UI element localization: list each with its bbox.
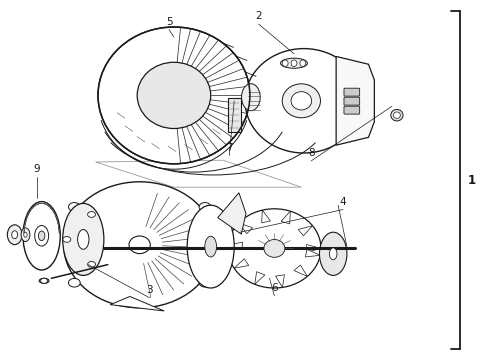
Ellipse shape <box>280 58 308 68</box>
Ellipse shape <box>129 236 150 253</box>
Text: 6: 6 <box>271 283 278 293</box>
Ellipse shape <box>391 109 403 121</box>
Ellipse shape <box>39 278 49 283</box>
FancyBboxPatch shape <box>344 106 360 114</box>
Polygon shape <box>294 265 307 276</box>
Ellipse shape <box>282 60 288 67</box>
Polygon shape <box>228 242 243 250</box>
Text: 2: 2 <box>255 11 262 21</box>
Text: 9: 9 <box>33 164 40 174</box>
FancyBboxPatch shape <box>344 97 360 105</box>
Ellipse shape <box>329 248 337 260</box>
Polygon shape <box>110 297 164 311</box>
Ellipse shape <box>282 84 320 118</box>
Ellipse shape <box>24 232 27 237</box>
Ellipse shape <box>291 60 297 67</box>
Ellipse shape <box>300 60 306 67</box>
Ellipse shape <box>245 49 363 153</box>
Ellipse shape <box>7 225 22 245</box>
Ellipse shape <box>63 203 104 275</box>
Ellipse shape <box>393 112 400 118</box>
Text: 1: 1 <box>467 174 475 186</box>
Ellipse shape <box>23 202 60 270</box>
Ellipse shape <box>98 27 250 164</box>
Ellipse shape <box>21 228 30 242</box>
Ellipse shape <box>291 92 312 110</box>
Ellipse shape <box>137 62 211 129</box>
FancyBboxPatch shape <box>344 88 360 96</box>
Polygon shape <box>336 57 374 145</box>
Ellipse shape <box>77 230 89 249</box>
Ellipse shape <box>264 239 285 257</box>
Ellipse shape <box>319 232 347 275</box>
Polygon shape <box>307 244 321 252</box>
Polygon shape <box>281 211 290 224</box>
Text: 5: 5 <box>166 17 172 27</box>
Ellipse shape <box>12 231 18 239</box>
Text: 4: 4 <box>340 197 346 207</box>
Text: 8: 8 <box>308 148 315 158</box>
Ellipse shape <box>69 278 80 287</box>
Polygon shape <box>275 275 285 287</box>
Ellipse shape <box>63 237 71 242</box>
Ellipse shape <box>88 261 96 267</box>
Ellipse shape <box>38 231 45 240</box>
Polygon shape <box>239 223 253 234</box>
Ellipse shape <box>205 236 217 257</box>
Ellipse shape <box>41 278 48 283</box>
Ellipse shape <box>228 209 321 288</box>
Polygon shape <box>298 226 313 236</box>
Ellipse shape <box>88 212 96 217</box>
Ellipse shape <box>35 225 49 246</box>
FancyBboxPatch shape <box>228 98 241 132</box>
Ellipse shape <box>242 84 260 111</box>
Ellipse shape <box>187 205 234 288</box>
Text: 3: 3 <box>146 285 153 295</box>
Ellipse shape <box>199 278 211 287</box>
Ellipse shape <box>199 203 211 211</box>
Polygon shape <box>262 210 270 223</box>
Ellipse shape <box>69 203 80 211</box>
Polygon shape <box>218 193 246 234</box>
Polygon shape <box>234 259 249 268</box>
Text: 7: 7 <box>226 143 233 153</box>
Ellipse shape <box>64 182 216 308</box>
Polygon shape <box>305 249 320 257</box>
Polygon shape <box>255 272 265 284</box>
